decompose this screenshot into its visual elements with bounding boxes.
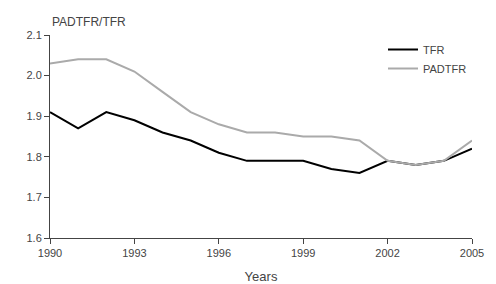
svg-text:2005: 2005: [460, 247, 484, 259]
svg-text:TFR: TFR: [423, 44, 444, 56]
svg-text:Years: Years: [245, 269, 278, 284]
svg-text:1996: 1996: [207, 247, 231, 259]
svg-text:1.7: 1.7: [27, 191, 42, 203]
svg-text:2002: 2002: [375, 247, 399, 259]
svg-text:1.9: 1.9: [27, 110, 42, 122]
svg-text:1990: 1990: [38, 247, 62, 259]
svg-text:1.8: 1.8: [27, 151, 42, 163]
svg-text:2.0: 2.0: [27, 69, 42, 81]
svg-text:PADTFR: PADTFR: [423, 63, 466, 75]
svg-text:PADTFR/TFR: PADTFR/TFR: [52, 15, 126, 29]
svg-text:2.1: 2.1: [27, 29, 42, 41]
svg-text:1999: 1999: [291, 247, 315, 259]
svg-text:1.6: 1.6: [27, 232, 42, 244]
svg-text:1993: 1993: [122, 247, 146, 259]
